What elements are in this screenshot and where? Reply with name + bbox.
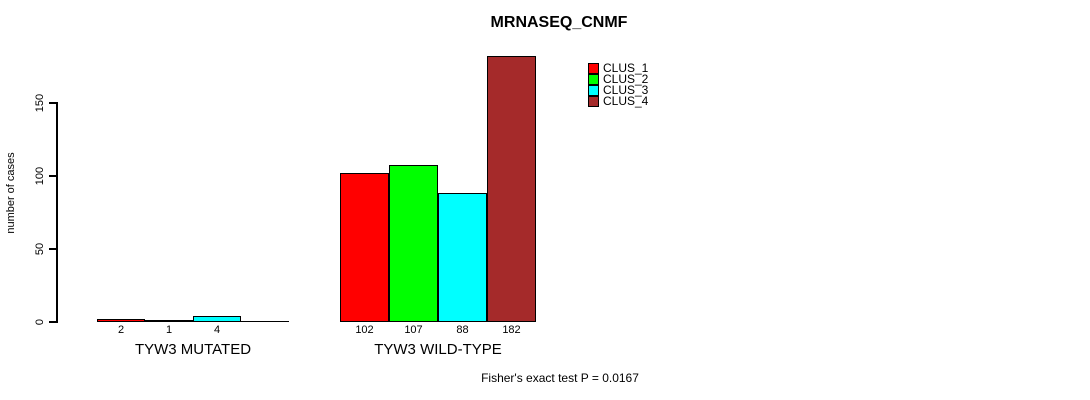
- y-axis-tick-label: 150: [34, 93, 46, 113]
- bar-CLUS_3-group2: [438, 193, 487, 322]
- legend-row-CLUS_4: CLUS_4: [588, 94, 649, 108]
- bar-CLUS_4-group1: [241, 321, 289, 322]
- legend-label: CLUS_4: [603, 94, 649, 108]
- bar-value-label: 107: [404, 324, 423, 336]
- bar-CLUS_2-group2: [389, 165, 438, 322]
- y-axis-tick-label: 0: [34, 318, 46, 326]
- bar-CLUS_2-group1: [145, 320, 193, 322]
- legend-swatch-CLUS_2: [588, 74, 599, 85]
- bar-CLUS_4-group2: [487, 56, 536, 322]
- legend-swatch-CLUS_1: [588, 63, 599, 74]
- bar-value-label: 102: [355, 324, 374, 336]
- bar-value-label: 88: [456, 324, 469, 336]
- chart-title: MRNASEQ_CNMF: [490, 14, 628, 31]
- bar-CLUS_1-group1: [97, 319, 145, 322]
- y-axis-tick: [49, 321, 57, 323]
- y-axis-tick: [49, 102, 57, 104]
- bar-CLUS_3-group1: [193, 316, 241, 322]
- y-axis-tick-label: 50: [34, 242, 46, 256]
- legend-label: CLUS_1: [603, 61, 649, 75]
- bar-value-label: 4: [213, 324, 221, 336]
- y-axis-tick: [49, 175, 57, 177]
- legend-swatch-CLUS_3: [588, 85, 599, 96]
- y-axis-tick: [49, 248, 57, 250]
- bar-CLUS_1-group2: [340, 173, 389, 322]
- group-label-1: TYW3 MUTATED: [134, 341, 252, 358]
- y-axis-line: [56, 102, 58, 323]
- legend-swatch-CLUS_4: [588, 96, 599, 107]
- legend: CLUS_1 CLUS_2 CLUS_3 CLUS_4: [588, 61, 649, 108]
- legend-label: CLUS_3: [603, 83, 649, 97]
- bar-value-label: 2: [117, 324, 125, 336]
- legend-row-CLUS_2: CLUS_2: [588, 72, 649, 86]
- legend-label: CLUS_2: [603, 72, 649, 86]
- pvalue-annotation: Fisher's exact test P = 0.0167: [481, 371, 639, 385]
- y-axis-tick-label: 100: [34, 166, 46, 186]
- bar-value-label: 1: [165, 324, 173, 336]
- group-label-2: TYW3 WILD-TYPE: [374, 341, 502, 358]
- legend-row-CLUS_1: CLUS_1: [588, 61, 649, 75]
- bar-value-label: 182: [502, 324, 521, 336]
- legend-row-CLUS_3: CLUS_3: [588, 83, 649, 97]
